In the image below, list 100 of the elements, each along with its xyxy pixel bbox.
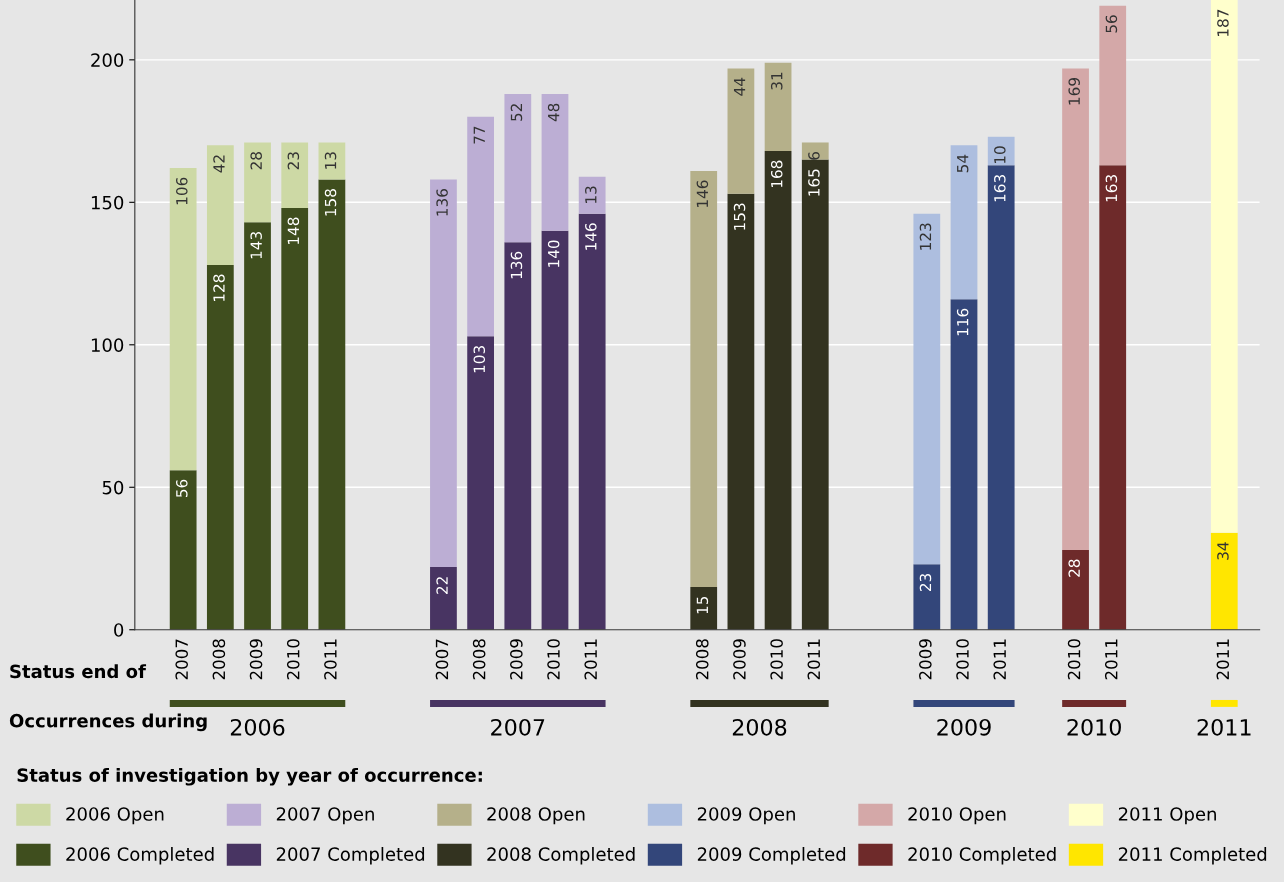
data-label: 56 (176, 479, 188, 497)
bar (467, 116, 495, 337)
data-label: 140 (547, 240, 560, 267)
x-tick-label: 2010 (286, 639, 300, 680)
data-label: 44 (733, 77, 746, 96)
data-label: 6 (808, 151, 820, 160)
bar (467, 336, 495, 630)
bar (206, 265, 234, 630)
legend-label: 2009 Open (697, 807, 795, 825)
x-tick-label: 2009 (249, 639, 263, 680)
bar (727, 68, 755, 194)
bar (169, 168, 197, 471)
data-label: 163 (1105, 175, 1118, 202)
data-label: 146 (585, 223, 597, 250)
data-label: 143 (250, 232, 262, 259)
x-tick-label: 2007 (435, 639, 449, 680)
data-label: 23 (919, 573, 932, 592)
bar (690, 587, 718, 630)
data-label: 31 (770, 72, 783, 90)
y-tick-label: 150 (91, 195, 124, 210)
bar (281, 142, 309, 209)
bar (727, 193, 755, 630)
x-tick-label: 2010 (956, 639, 969, 680)
bar (541, 230, 569, 630)
x-tick-label: 2011 (807, 639, 821, 680)
legend-label: 2010 Completed (908, 846, 1056, 865)
bar (913, 564, 941, 630)
x-tick-label: 2011 (993, 639, 1007, 680)
bar (987, 136, 1015, 166)
data-label: 42 (213, 155, 225, 173)
x-tick-label: 2011 (584, 639, 598, 680)
x-tick-label: 2008 (472, 639, 486, 680)
bar (1062, 68, 1089, 550)
y-tick-label: 0 (114, 623, 124, 637)
text: 2010 (1067, 718, 1121, 736)
data-label: 169 (1068, 78, 1080, 105)
data-label: 28 (1068, 559, 1080, 577)
legend-label: 2011 Completed (1118, 846, 1267, 865)
data-label: 187 (1217, 9, 1229, 37)
bar (206, 145, 234, 266)
bar (430, 567, 457, 630)
legend-label: 2010 Open (908, 807, 1006, 825)
x-tick-label: 2009 (510, 639, 523, 680)
x-tick-label: 2010 (547, 639, 560, 680)
data-label: 106 (176, 177, 188, 205)
data-label: 13 (585, 186, 597, 203)
data-label: 146 (696, 180, 709, 207)
legend-label: 2008 Completed (487, 846, 635, 865)
text: 2008 (732, 718, 787, 736)
data-label: 148 (287, 217, 300, 245)
text: 2007 (491, 718, 545, 736)
data-label: 158 (324, 189, 337, 216)
data-label: 52 (510, 104, 523, 121)
bar (169, 470, 197, 630)
bar (950, 299, 978, 630)
x-tick-label: 2009 (733, 639, 746, 680)
bar (987, 165, 1015, 630)
data-label: 128 (213, 274, 225, 302)
legend-label: 2011 Open (1118, 807, 1216, 825)
x-tick-label: 2011 (1216, 639, 1230, 680)
bar (244, 222, 271, 630)
bar (504, 94, 532, 243)
bar (504, 242, 532, 630)
legend-label: 2007 Completed (276, 846, 425, 865)
data-label: 103 (473, 346, 486, 373)
data-label: 153 (733, 203, 746, 230)
y-tick-label: 50 (102, 480, 124, 495)
data-label: 23 (287, 152, 300, 170)
x-tick-label: 2010 (770, 639, 783, 680)
data-label: 123 (919, 223, 932, 250)
data-label: 10 (994, 146, 1006, 164)
bar (764, 62, 792, 152)
data-label: 56 (1105, 15, 1118, 33)
data-label: 34 (1217, 542, 1229, 560)
legend-label: 2007 Open (276, 807, 374, 825)
text: 2009 (937, 718, 991, 736)
bar (541, 94, 569, 231)
bar (578, 213, 606, 630)
y-tick-label: 200 (91, 53, 124, 67)
bar (244, 142, 271, 223)
data-label: 22 (436, 577, 448, 594)
x-tick-label: 2010 (1067, 639, 1081, 680)
legend-label: 2009 Completed (697, 846, 846, 865)
text: Status end of (10, 664, 147, 679)
bar (913, 213, 941, 565)
bar (1062, 549, 1089, 630)
legend-title: Status of investigation by year of occurrence: (17, 767, 482, 786)
data-label: 77 (473, 126, 485, 144)
data-label: 163 (994, 175, 1006, 202)
bar (1099, 165, 1127, 630)
legend-label: 2008 Open (487, 807, 585, 825)
bar (318, 179, 346, 630)
text: 2011 (1197, 718, 1251, 736)
data-label: 13 (324, 152, 337, 169)
bar (950, 145, 978, 300)
bar (1099, 5, 1127, 166)
data-label: 136 (436, 189, 448, 216)
bar (430, 179, 457, 568)
data-label: 168 (770, 160, 783, 188)
x-tick-label: 2009 (919, 639, 932, 680)
